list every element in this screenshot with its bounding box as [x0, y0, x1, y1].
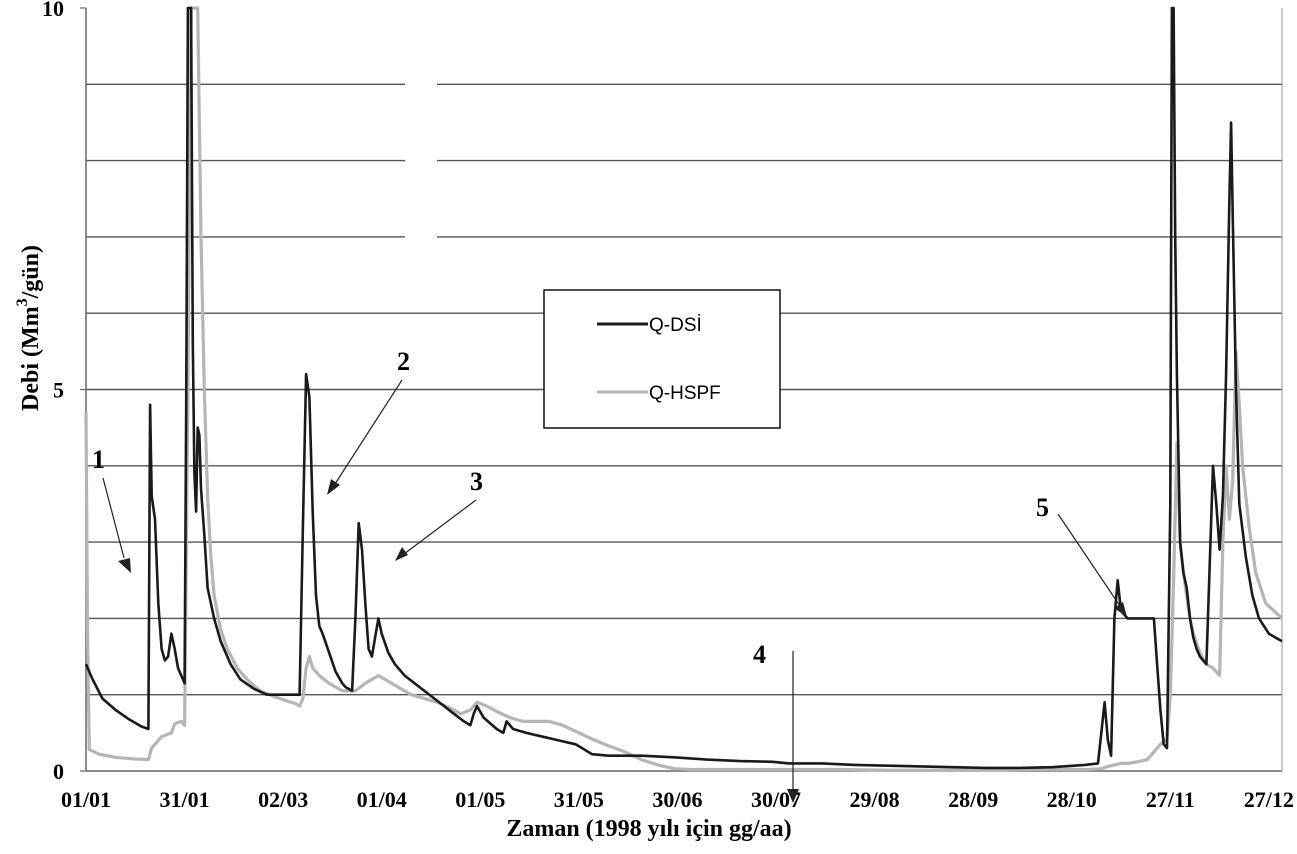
annotation-label-4: 4 [753, 640, 766, 669]
y-tick-label-0: 0 [53, 759, 64, 784]
y-tick-label-5: 5 [53, 378, 64, 403]
annotation-label-1: 1 [92, 445, 105, 474]
annotation-arrow-3 [403, 499, 477, 555]
series-line-q-dsi [84, 6, 1283, 770]
annotation-arrowhead-1 [118, 558, 131, 573]
x-tick-label-9: 28/09 [948, 787, 998, 812]
annotation-arrowhead-3 [395, 547, 408, 561]
x-tick-label-6: 30/06 [652, 787, 702, 812]
annotation-arrowhead-5 [1114, 602, 1127, 617]
x-tick-label-8: 29/08 [850, 787, 900, 812]
legend: Q-DSİ Q-HSPF [543, 289, 781, 429]
y-axis-title: Debi (Mm3/gün) [14, 245, 44, 411]
series-lines [84, 6, 1284, 772]
annotation-label-3: 3 [470, 467, 483, 496]
x-axis-title: Zaman (1998 yılı için gg/aa) [506, 816, 791, 842]
y-tick-labels: 0 5 10 [42, 0, 86, 784]
annotations: 1 2 3 4 5 [92, 347, 1127, 803]
annotation-label-2: 2 [397, 347, 410, 376]
annotation-arrowhead-4 [787, 789, 799, 803]
y-tick-label-10: 10 [42, 0, 64, 21]
x-tick-label-10: 28/10 [1047, 787, 1097, 812]
legend-box [543, 289, 781, 429]
annotation-label-5: 5 [1036, 493, 1049, 522]
x-tick-label-5: 31/05 [554, 787, 604, 812]
x-tick-label-11: 27/11 [1146, 787, 1195, 812]
grid-lines [86, 83, 1282, 696]
x-tick-label-4: 01/05 [455, 787, 505, 812]
annotation-arrowhead-2 [327, 479, 340, 495]
annotation-arrow-5 [1057, 513, 1121, 607]
x-tick-label-12: 27/12 [1244, 787, 1294, 812]
x-tick-label-0: 01/01 [61, 787, 111, 812]
annotation-arrow-2 [334, 379, 403, 485]
annotation-arrow-1 [102, 477, 125, 559]
x-tick-label-2: 02/03 [258, 787, 308, 812]
x-tick-label-1: 31/01 [160, 787, 210, 812]
x-tick-label-3: 01/04 [357, 787, 407, 812]
legend-label-q-dsi: Q-DSİ [649, 315, 702, 336]
legend-label-q-hspf: Q-HSPF [649, 383, 721, 404]
